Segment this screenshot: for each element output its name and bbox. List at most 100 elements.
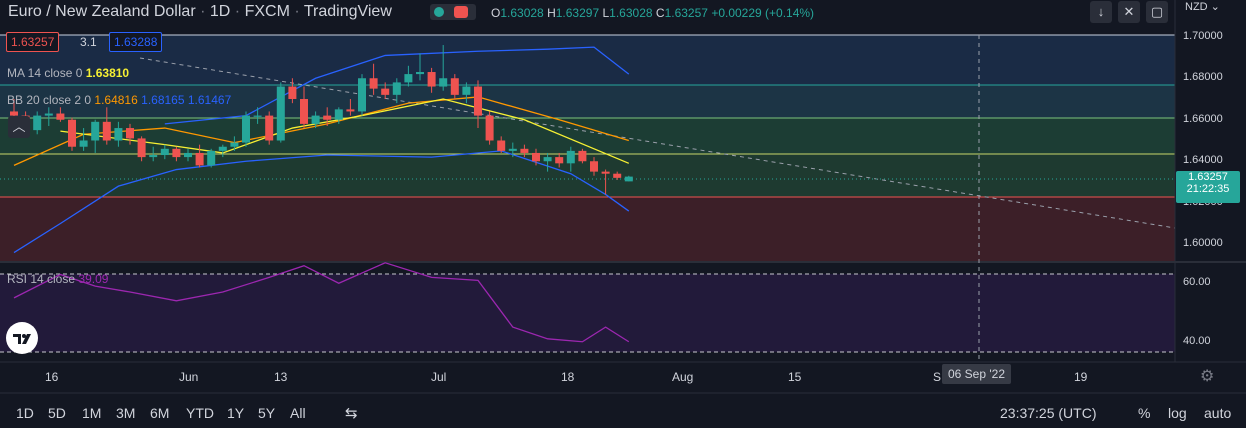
candle[interactable] xyxy=(184,152,192,158)
candle[interactable] xyxy=(381,88,390,95)
candles[interactable] xyxy=(10,45,633,195)
range-button-6m[interactable]: 6M xyxy=(150,405,170,421)
candle[interactable] xyxy=(253,115,262,117)
candle[interactable] xyxy=(33,115,42,131)
auto-toggle[interactable]: auto xyxy=(1204,405,1232,421)
sell-button[interactable]: 1.63257 xyxy=(6,32,60,52)
bb-lower-value: 1.61467 xyxy=(187,93,232,107)
candle[interactable] xyxy=(323,115,332,120)
shrink-icon[interactable]: ✕ xyxy=(1118,1,1140,23)
candle[interactable] xyxy=(79,140,88,147)
range-button-all[interactable]: All xyxy=(290,405,306,421)
candle[interactable] xyxy=(369,78,378,89)
candle[interactable] xyxy=(195,152,204,166)
candle[interactable] xyxy=(149,155,158,158)
candle[interactable] xyxy=(288,86,297,99)
range-button-1m[interactable]: 1M xyxy=(82,405,102,421)
interval-label[interactable]: 1D xyxy=(209,3,231,20)
candle[interactable] xyxy=(532,152,540,162)
candle[interactable] xyxy=(230,142,239,147)
candle[interactable] xyxy=(218,146,227,151)
candle[interactable] xyxy=(91,121,100,141)
screenshot-icon[interactable]: ▢ xyxy=(1146,1,1168,23)
candle[interactable] xyxy=(601,171,610,174)
rsi-tick: 40.00 xyxy=(1183,334,1211,347)
candle[interactable] xyxy=(497,140,506,151)
range-button-ytd[interactable]: YTD xyxy=(186,405,214,421)
candle[interactable] xyxy=(160,148,169,156)
candle[interactable] xyxy=(242,115,250,143)
candle[interactable] xyxy=(172,148,181,158)
bb-lower-line xyxy=(13,150,630,254)
candle[interactable] xyxy=(578,150,587,162)
candle[interactable] xyxy=(68,119,76,147)
candle[interactable] xyxy=(300,99,308,124)
candle[interactable] xyxy=(102,121,111,141)
exchange-label: FXCM xyxy=(244,3,290,20)
candle[interactable] xyxy=(624,176,633,182)
candle[interactable] xyxy=(358,78,366,112)
candle[interactable] xyxy=(508,148,517,151)
range-button-1y[interactable]: 1Y xyxy=(227,405,245,421)
candle[interactable] xyxy=(346,109,355,112)
candle[interactable] xyxy=(427,72,436,87)
log-toggle[interactable]: log xyxy=(1168,405,1187,421)
candle[interactable] xyxy=(590,161,598,172)
candle[interactable] xyxy=(485,115,494,141)
bb-legend[interactable]: BB 20 close 2 0 1.64816 1.68165 1.61467 xyxy=(7,93,232,107)
candle[interactable] xyxy=(416,72,424,75)
range-button-1d[interactable]: 1D xyxy=(16,405,34,421)
candle[interactable] xyxy=(10,111,18,116)
trend-line[interactable] xyxy=(139,57,1176,229)
percent-toggle[interactable]: % xyxy=(1138,405,1151,421)
candle[interactable] xyxy=(392,82,401,95)
clock-time[interactable]: 23:37:25 (UTC) xyxy=(1000,405,1097,421)
market-status-toggle[interactable] xyxy=(430,4,476,20)
candle[interactable] xyxy=(311,115,320,124)
rsi-line xyxy=(13,262,630,343)
candle[interactable] xyxy=(56,113,65,120)
candle[interactable] xyxy=(450,78,459,95)
range-button-3m[interactable]: 3M xyxy=(116,405,136,421)
candle[interactable] xyxy=(566,150,575,164)
candle[interactable] xyxy=(114,128,123,141)
candle[interactable] xyxy=(207,150,216,166)
candle[interactable] xyxy=(276,86,285,141)
chart-title[interactable]: Euro / New Zealand Dollar · 1D · FXCM · … xyxy=(8,3,392,20)
range-button-5y[interactable]: 5Y xyxy=(258,405,276,421)
high-value: 1.63297 xyxy=(555,6,600,20)
range-button-5d[interactable]: 5D xyxy=(48,405,66,421)
rsi-legend[interactable]: RSI 14 close 39.09 xyxy=(7,272,109,286)
candle[interactable] xyxy=(543,157,552,162)
candle[interactable] xyxy=(334,109,343,120)
bb-upper-value: 1.68165 xyxy=(141,93,185,107)
candle[interactable] xyxy=(126,128,134,139)
symbol-name[interactable]: Euro / New Zealand Dollar xyxy=(8,3,196,20)
arrow-down-icon[interactable]: ↓ xyxy=(1090,1,1112,23)
ma-legend[interactable]: MA 14 close 0 1.63810 xyxy=(7,66,130,80)
zone-upper xyxy=(0,35,1175,85)
market-closed-icon xyxy=(454,6,468,18)
candle[interactable] xyxy=(462,86,471,95)
candle[interactable] xyxy=(520,148,529,153)
collapse-legend-icon[interactable]: ︿ xyxy=(8,116,30,138)
candle[interactable] xyxy=(613,173,622,178)
buy-button[interactable]: 1.63288 xyxy=(109,32,163,52)
candle[interactable] xyxy=(439,78,448,87)
time-tick: 13 xyxy=(274,370,288,384)
time-tick: 16 xyxy=(45,370,59,384)
ma-value: 1.63810 xyxy=(85,66,130,80)
candle[interactable] xyxy=(265,115,274,141)
currency-selector[interactable]: NZD ⌄ xyxy=(1185,1,1220,13)
settings-gear-icon[interactable]: ⚙ xyxy=(1200,368,1215,385)
candle[interactable] xyxy=(137,138,146,158)
date-range-calendar-icon[interactable]: ⇆ xyxy=(345,405,358,422)
bb-basis-value: 1.64816 xyxy=(94,93,138,107)
candle[interactable] xyxy=(555,157,564,164)
candle[interactable] xyxy=(474,86,482,116)
zone-lower xyxy=(0,197,1175,261)
candle[interactable] xyxy=(44,113,53,116)
price-tick: 1.64000 xyxy=(1183,154,1223,167)
candle[interactable] xyxy=(404,74,413,83)
